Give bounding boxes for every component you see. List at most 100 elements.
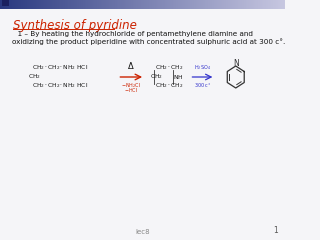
Bar (255, 0, 256, 9)
Text: N: N (233, 59, 239, 67)
Bar (137, 0, 138, 9)
Bar (178, 0, 179, 9)
Bar (267, 0, 268, 9)
Bar (246, 0, 247, 9)
Bar (273, 0, 274, 9)
Text: lec8: lec8 (135, 229, 150, 235)
Bar (6, 0, 7, 9)
Bar (159, 0, 160, 9)
Bar (38, 0, 39, 9)
Bar (105, 0, 106, 9)
Bar (2, 0, 3, 9)
Bar (130, 0, 131, 9)
Bar (164, 0, 165, 9)
Bar (26, 0, 27, 9)
Bar (53, 0, 54, 9)
Text: Synthesis of pyridine: Synthesis of pyridine (13, 19, 137, 32)
Bar (175, 0, 176, 9)
Bar (190, 0, 191, 9)
Bar (117, 0, 118, 9)
Bar (261, 0, 262, 9)
Bar (237, 0, 238, 9)
Bar (93, 0, 94, 9)
Bar (20, 0, 21, 9)
Bar (168, 0, 169, 9)
Text: 1: 1 (273, 226, 277, 235)
Bar (253, 0, 254, 9)
Bar (160, 0, 161, 9)
Bar (166, 0, 167, 9)
Bar (111, 0, 112, 9)
Bar (218, 0, 219, 9)
Bar (215, 0, 216, 9)
Bar (279, 0, 280, 9)
Bar (193, 0, 194, 9)
Bar (254, 0, 255, 9)
Bar (247, 0, 248, 9)
Bar (216, 0, 217, 9)
Bar (92, 0, 93, 9)
Bar (186, 0, 187, 9)
Bar (182, 0, 183, 9)
Bar (146, 0, 147, 9)
Bar (264, 0, 265, 9)
Bar (259, 0, 260, 9)
Bar (162, 0, 163, 9)
Bar (241, 0, 242, 9)
Bar (277, 0, 278, 9)
Bar (232, 0, 233, 9)
Bar (141, 0, 142, 9)
Bar (122, 0, 123, 9)
Bar (3, 0, 4, 9)
Bar (82, 0, 83, 9)
Bar (100, 0, 101, 9)
Bar (60, 0, 61, 9)
Bar (55, 0, 56, 9)
Bar (183, 0, 184, 9)
Bar (194, 0, 195, 9)
Bar (121, 0, 122, 9)
Bar (15, 0, 16, 9)
Bar (172, 0, 173, 9)
Bar (65, 0, 66, 9)
Bar (177, 0, 178, 9)
Bar (262, 0, 263, 9)
Bar (95, 0, 96, 9)
Bar (227, 0, 228, 9)
Bar (104, 0, 105, 9)
Bar (229, 0, 230, 9)
Bar (81, 0, 82, 9)
Bar (213, 0, 214, 9)
Bar (224, 0, 225, 9)
Bar (199, 0, 200, 9)
Bar (180, 0, 181, 9)
Bar (98, 0, 99, 9)
Bar (27, 0, 28, 9)
Bar (201, 0, 202, 9)
Bar (67, 0, 68, 9)
Bar (96, 0, 97, 9)
Bar (2, 0, 9, 6)
Bar (57, 0, 58, 9)
Bar (4, 0, 5, 9)
Bar (235, 0, 236, 9)
Bar (174, 0, 175, 9)
Bar (200, 0, 201, 9)
Bar (50, 0, 51, 9)
Bar (56, 0, 57, 9)
Text: $\mathsf{300\ c°}$: $\mathsf{300\ c°}$ (194, 81, 211, 89)
Bar (151, 0, 152, 9)
Bar (39, 0, 40, 9)
Bar (281, 0, 282, 9)
Bar (69, 0, 70, 9)
Bar (149, 0, 150, 9)
Bar (217, 0, 218, 9)
Bar (75, 0, 76, 9)
Bar (238, 0, 239, 9)
Text: $\mathsf{CH_2}$: $\mathsf{CH_2}$ (150, 72, 163, 81)
Text: $\mathsf{CH_2 \cdot CH_2}$: $\mathsf{CH_2 \cdot CH_2}$ (155, 82, 183, 90)
Bar (30, 0, 31, 9)
Bar (10, 0, 11, 9)
Bar (167, 0, 168, 9)
Bar (85, 0, 86, 9)
